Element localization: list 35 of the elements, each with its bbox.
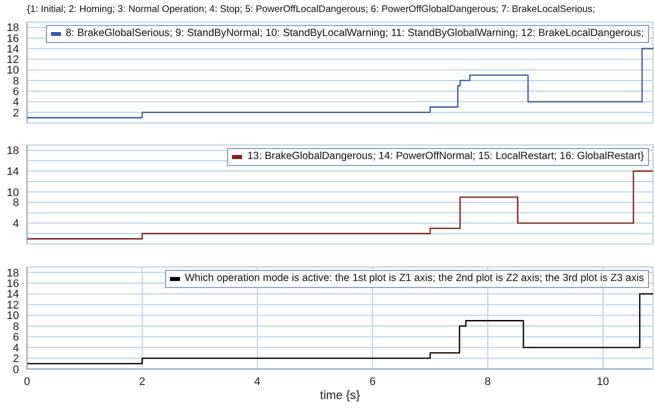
y-tick-label: 6 [12, 332, 19, 344]
x-tick-label: 10 [596, 376, 610, 388]
y-tick-label: 18 [6, 145, 19, 158]
y-tick-label: 12 [6, 299, 19, 312]
y-tick-label: 0 [12, 364, 19, 376]
y-tick-label: 4 [12, 218, 19, 230]
x-tick-label: 6 [369, 376, 376, 388]
legend-label: 8: BrakeGlobalSerious; 9: StandByNormal; 10: StandByLocalWarning; 11: StandByGlobalWarning; 12: BrakeLocalDangerous; [66, 27, 644, 41]
y-tick-label: 10 [6, 64, 19, 77]
y-tick-label: 18 [6, 22, 19, 34]
y-tick-label: 8 [12, 197, 19, 210]
chart-title: {1: Initial; 2: Homing; 3: Normal Operation; 4: Stop; 5: PowerOffLocalDangerous; 6: PowerOffGlobalDangerous; 7: BrakeLocalSerious; [26, 3, 596, 17]
y-tick-label: 16 [6, 32, 19, 45]
y-tick-label: 6 [12, 86, 19, 98]
y-tick-label: 12 [6, 54, 19, 66]
y-tick-label: 14 [6, 43, 19, 56]
x-tick-label: 0 [24, 376, 30, 388]
y-tick-label: 14 [6, 166, 19, 178]
y-tick-label: 16 [6, 278, 19, 290]
x-tick-label: 8 [484, 376, 491, 388]
y-tick-label: 8 [12, 75, 19, 88]
x-tick-label: 4 [254, 376, 260, 388]
y-tick-label: 4 [12, 342, 19, 354]
y-tick-label: 18 [6, 267, 19, 280]
y-tick-label: 8 [12, 320, 19, 333]
y-tick-label: 14 [6, 288, 19, 301]
y-tick-label: 2 [12, 107, 19, 120]
x-tick-label: 2 [139, 376, 146, 388]
y-tick-label: 2 [12, 353, 19, 366]
x-axis-title: time {s} [320, 388, 360, 402]
legend-label: Which operation mode is active: the 1st plot is Z1 axis; the 2nd plot is Z2 axis; the 3rd plot is Z3 axis [184, 272, 644, 286]
legend-label: 13: BrakeGlobalDangerous; 14: PowerOffNormal; 15: LocalRestart; 16: GlobalRestart} [247, 150, 644, 164]
y-tick-label: 10 [6, 310, 19, 322]
y-tick-label: 10 [6, 186, 19, 199]
y-tick-label: 4 [12, 96, 19, 109]
